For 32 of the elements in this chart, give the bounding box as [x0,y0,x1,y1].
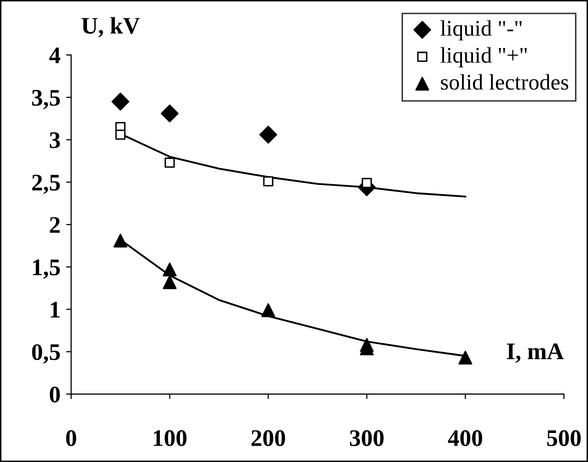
y-tick-label: 4 [49,48,60,64]
point [362,178,372,188]
x-tick-label: 0 [66,430,76,446]
x-tick-label: 300 [350,430,384,446]
point [261,303,276,318]
x-tick-label: 100 [154,430,187,446]
x-tick-label: 500 [547,430,581,446]
point [115,130,126,140]
point [112,92,130,111]
legend-label: liquid "+" [440,47,527,68]
point [263,176,274,186]
y-tick-label: 0 [50,386,60,403]
point [160,104,179,122]
point [114,234,128,248]
y-axis-title: U, kV [82,17,140,38]
y-tick-label: 0,5 [32,344,60,364]
point [162,262,177,276]
point [259,126,278,144]
legend-label: solid lectrodes [440,74,568,90]
point [458,350,472,365]
legend-label: liquid "-" [440,20,522,40]
point [164,158,175,168]
y-tick-label: 2 [50,217,60,233]
y-tick-label: 1,5 [33,260,60,279]
x-tick-label: 400 [448,430,482,446]
point [162,275,177,290]
x-tick-label: 200 [252,430,286,446]
y-tick-label: 2,5 [32,174,60,194]
y-tick-label: 3 [50,132,60,148]
x-axis-title: I, mA [506,343,564,363]
y-tick-label: 1 [50,302,60,318]
y-tick-label: 3,5 [32,90,60,110]
